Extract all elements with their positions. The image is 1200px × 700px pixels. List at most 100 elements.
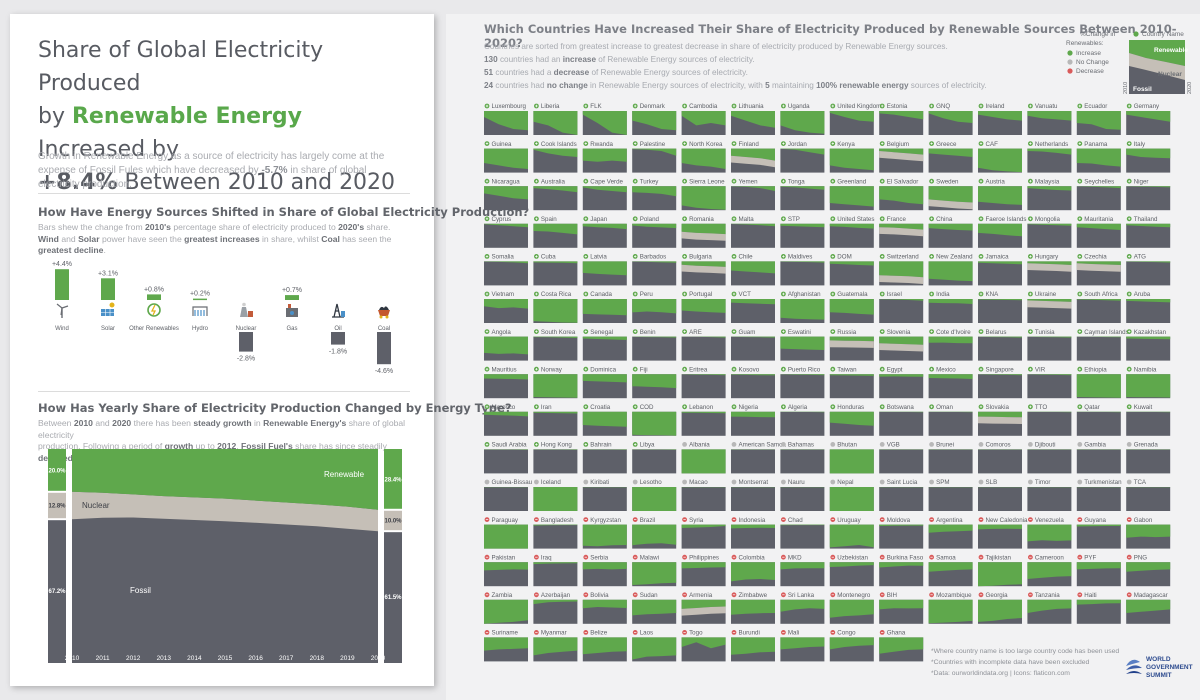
country-name: Nigeria — [739, 404, 759, 411]
country-name: Puerto Rico — [788, 366, 821, 373]
country-status-sign — [485, 104, 489, 108]
country-tile-fossil — [879, 487, 924, 511]
country-name: Lithuania — [739, 103, 765, 110]
country-tile-fossil — [780, 223, 825, 248]
country-status-sign — [535, 405, 538, 408]
country-tile-fossil — [533, 336, 578, 361]
country-name: Lebanon — [689, 404, 714, 411]
country-name: Cape Verde — [590, 178, 623, 185]
country-name: Vanuatu — [1035, 103, 1058, 110]
country-name: Slovenia — [887, 329, 911, 336]
sub-text: of Renewable Energy sources of electrici… — [596, 55, 755, 64]
country-status-sign — [1029, 104, 1032, 108]
country-name: Australia — [541, 178, 566, 185]
s1-text: has seen the — [339, 233, 392, 244]
country-name: Guatemala — [837, 291, 868, 298]
country-status-sign — [1078, 255, 1081, 258]
sub-text: of Renewable Energy sources of electrici… — [589, 68, 748, 77]
x-tick-label: 2018 — [310, 655, 325, 662]
country-tile-renewable — [681, 524, 726, 528]
country-tile-renewable — [632, 336, 677, 338]
country-name: Belgium — [887, 141, 909, 148]
country-name: Saudi Arabia — [492, 442, 528, 449]
country-name: COD — [640, 404, 654, 411]
sub-text: countries had — [493, 81, 547, 90]
country-tile-renewable — [533, 449, 578, 450]
country-name: Maldives — [788, 254, 812, 261]
icon-part — [192, 306, 208, 316]
country-name: Sierra Leone — [689, 178, 725, 185]
logo-mark-icon — [1126, 671, 1142, 674]
country-status-dot-icon — [978, 442, 984, 447]
country-tile-renewable — [829, 524, 874, 548]
country-tile-fossil — [632, 223, 677, 248]
country-tile-renewable — [484, 599, 528, 624]
side-label-nuclear: 12.8% — [48, 503, 66, 509]
country-name: United Kingdom — [837, 103, 881, 110]
country-tile-renewable — [829, 186, 874, 207]
country-tile-renewable — [829, 374, 874, 376]
series-label-fossil: Fossil — [130, 586, 151, 595]
country-name: Mali — [788, 630, 799, 637]
country-name: Comoros — [986, 442, 1011, 449]
country-tile-fossil — [978, 336, 1022, 361]
country-tile-renewable — [928, 411, 973, 413]
country-tile-renewable — [879, 524, 924, 526]
country-name: Nepal — [837, 479, 853, 486]
country-status-dot-icon — [929, 479, 934, 485]
s1-coal: Coal — [321, 233, 340, 244]
country-status-dot-icon — [731, 442, 737, 447]
country-status-sign — [584, 104, 587, 108]
country-name: Mongolia — [1035, 216, 1061, 223]
country-name: Congo — [837, 630, 856, 637]
country-name: Guinea — [492, 141, 513, 148]
country-tile-fossil — [1126, 186, 1171, 211]
country-tile-renewable — [484, 637, 528, 651]
country-tile-renewable — [681, 299, 726, 313]
country-tile-renewable — [978, 148, 1022, 173]
country-status-sign — [782, 142, 785, 145]
coal-cart-icon — [378, 306, 390, 319]
country-name: Uruguay — [837, 517, 861, 524]
country-status-sign — [831, 330, 834, 333]
country-name: Niger — [1134, 178, 1149, 185]
nochange-count: 24 — [484, 81, 494, 90]
country-status-sign — [634, 368, 637, 371]
bar-category-label: Coal — [378, 326, 390, 332]
country-tile-renewable — [879, 374, 924, 377]
country-status-sign — [1029, 217, 1032, 220]
country-name: United States — [837, 216, 874, 223]
country-tile-fossil — [731, 223, 775, 248]
country-status-sign — [1128, 368, 1131, 371]
country-name: Iraq — [541, 554, 552, 561]
divider — [38, 193, 410, 194]
country-tile-renewable — [1027, 299, 1072, 302]
country-status-sign — [584, 142, 587, 145]
country-name: Senegal — [590, 329, 613, 336]
country-status-sign — [1128, 180, 1131, 183]
series-label-renewable: Renewable — [324, 470, 365, 479]
country-tile-fossil — [1076, 299, 1121, 323]
country-name: Kenya — [837, 141, 855, 148]
country-tile-renewable — [1126, 186, 1171, 188]
country-tile-renewable — [879, 336, 924, 345]
legend-fossil-label: Fossil — [1133, 86, 1152, 93]
country-tile-renewable — [1027, 111, 1072, 121]
country-tile-renewable — [928, 111, 973, 123]
country-name: Ecuador — [1084, 103, 1107, 110]
country-tile-renewable — [582, 223, 627, 230]
headline-renewable-energy: Renewable Energy — [71, 104, 303, 129]
logo-mark-icon — [1126, 665, 1142, 670]
country-tile-fossil — [582, 336, 627, 361]
country-tile-fossil — [879, 449, 924, 474]
s1-text: . — [103, 245, 106, 255]
country-name: KNA — [986, 291, 1000, 298]
country-name: Liberia — [541, 103, 560, 110]
country-status-sign — [782, 255, 785, 258]
country-tile-renewable — [484, 148, 528, 169]
country-name: Norway — [541, 366, 563, 373]
country-name: Pakistan — [492, 554, 516, 561]
country-name: Myanmar — [541, 630, 567, 637]
icon-part — [290, 311, 294, 315]
country-tile-renewable — [928, 336, 973, 344]
